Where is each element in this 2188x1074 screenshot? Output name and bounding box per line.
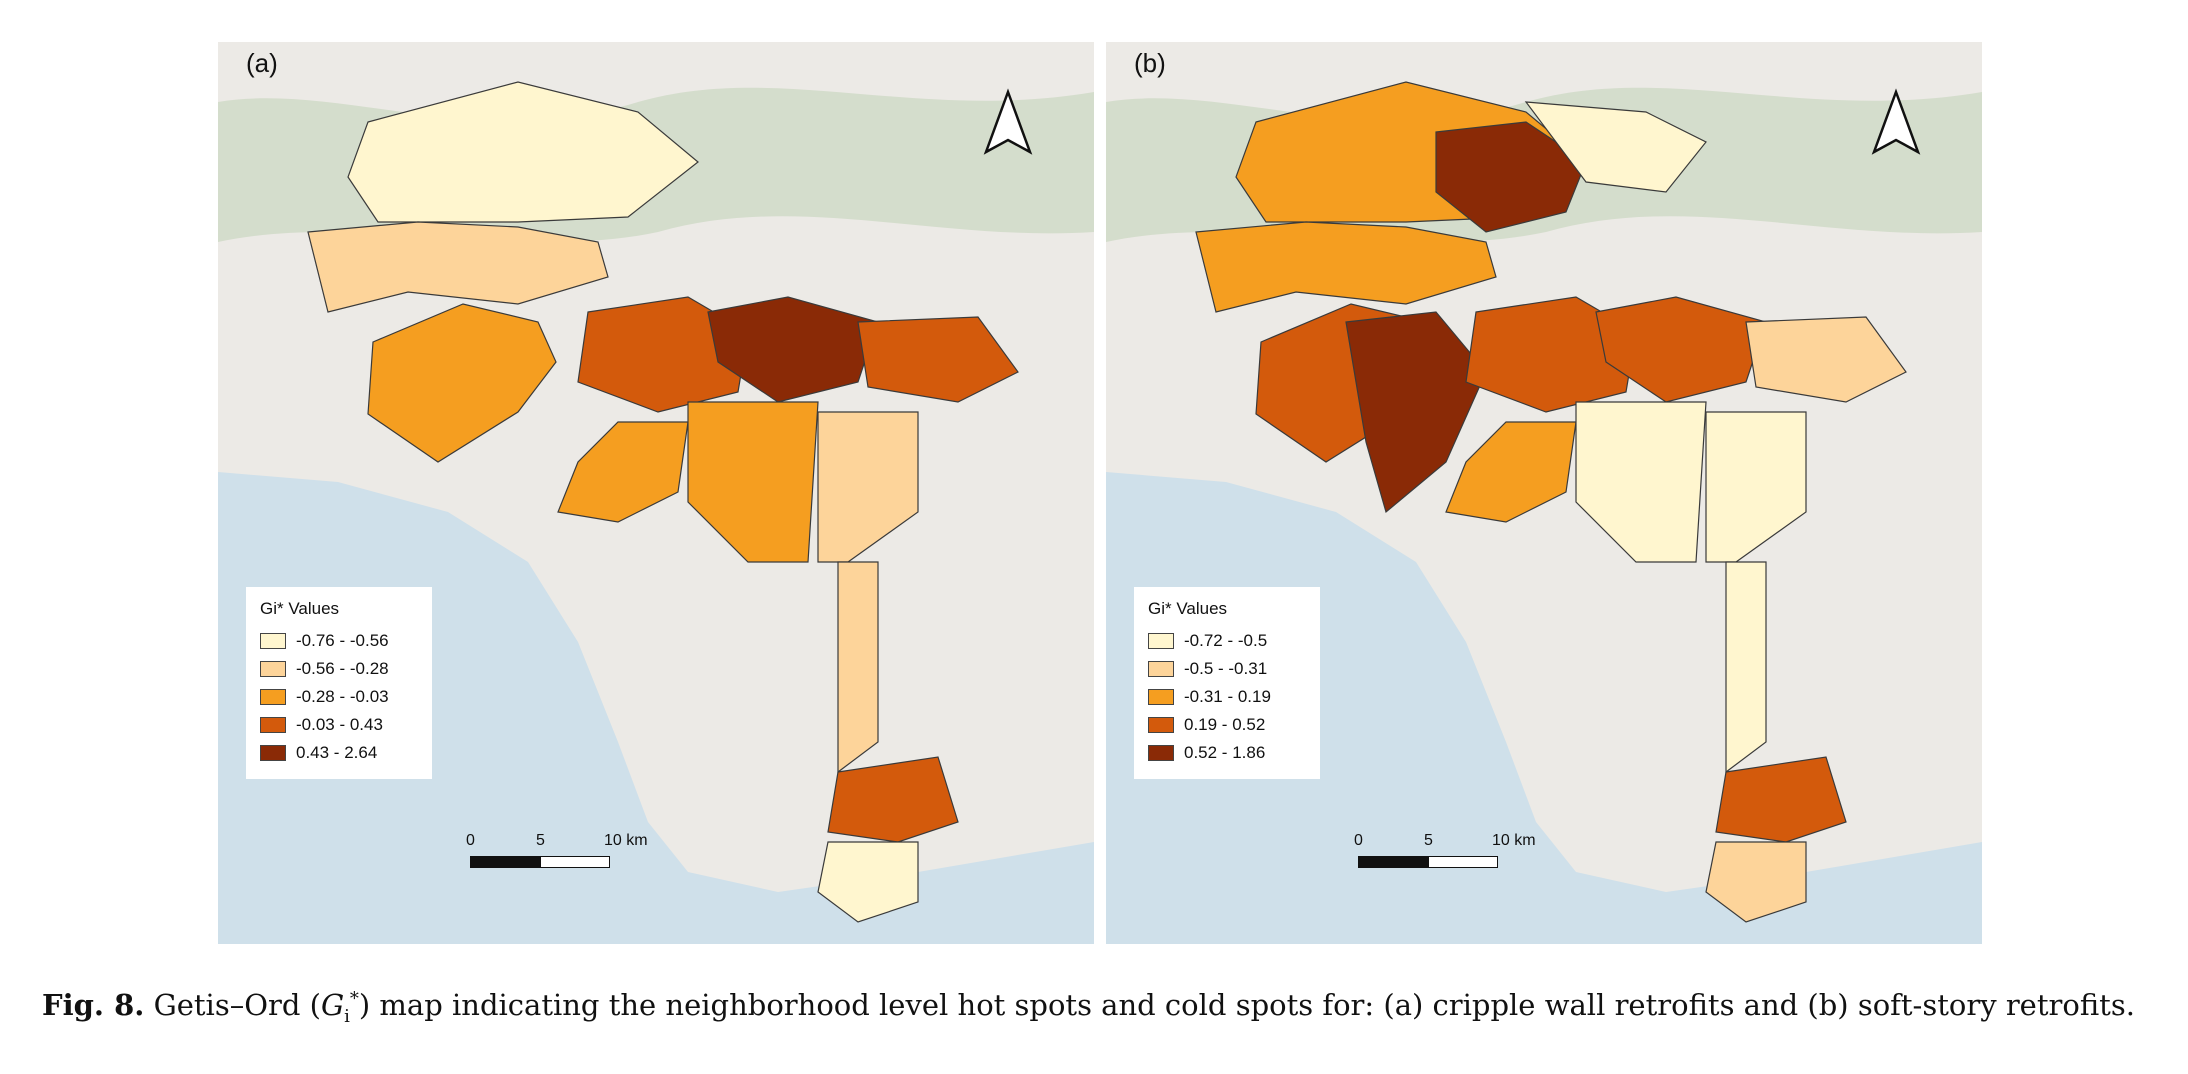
basemap-ocean — [1106, 472, 1982, 944]
region-southeast — [1705, 411, 1807, 563]
legend-swatch — [260, 717, 286, 733]
legend-item: 0.19 - 0.52 — [1148, 711, 1306, 739]
legend-item: 0.43 - 2.64 — [260, 739, 418, 767]
region-downtown — [707, 296, 879, 403]
caption-text-before: Getis–Ord ( — [153, 988, 321, 1022]
legend-a: Gi* Values -0.76 - -0.56 -0.56 - -0.28 -… — [246, 587, 432, 779]
region-north-east — [1524, 101, 1707, 193]
legend-label: -0.5 - -0.31 — [1184, 659, 1268, 678]
region-wilmington — [1715, 756, 1847, 843]
legend-label: -0.56 - -0.28 — [296, 659, 389, 678]
legend-swatch — [1148, 633, 1174, 649]
legend-item: -0.56 - -0.28 — [260, 655, 418, 683]
legend-label: 0.52 - 1.86 — [1184, 743, 1266, 762]
region-central-west — [1465, 296, 1637, 413]
region-valley-south — [1195, 221, 1497, 313]
legend-swatch — [260, 689, 286, 705]
scale-segment-black — [470, 856, 540, 868]
figure-caption: Fig. 8. Getis–Ord (Gi*) map indicating t… — [42, 988, 2162, 1027]
map-panel-a: (a) Gi* Values -0.76 - -0.56 -0.56 - -0.… — [218, 42, 1094, 944]
region-downtown — [1595, 296, 1767, 403]
panel-label-a: (a) — [246, 48, 278, 78]
legend-swatch — [1148, 661, 1174, 677]
legend-label: 0.19 - 0.52 — [1184, 715, 1266, 734]
panel-label-b: (b) — [1134, 48, 1166, 78]
map-a-canvas — [218, 42, 1094, 944]
map-b-canvas — [1106, 42, 1982, 944]
region-west-central — [1345, 311, 1487, 514]
scale-tick: 5 — [1424, 832, 1433, 849]
region-southeast — [817, 411, 919, 563]
scale-tick: 0 — [466, 832, 475, 849]
scale-tick: 10 km — [1492, 832, 1536, 849]
caption-text-after: ) map indicating the neighborhood level … — [358, 988, 2135, 1022]
region-harbor-gateway — [1725, 561, 1767, 774]
legend-item: -0.28 - -0.03 — [260, 683, 418, 711]
legend-label: -0.28 - -0.03 — [296, 687, 389, 706]
scale-segment-white — [1428, 856, 1498, 868]
north-arrow-icon — [1871, 88, 1921, 155]
region-north-valley — [347, 81, 699, 223]
legend-swatch — [1148, 717, 1174, 733]
basemap-ocean — [218, 472, 1094, 944]
legend-title: Gi* Values — [1148, 599, 1228, 618]
region-valley-core — [1435, 121, 1587, 233]
legend-label: -0.31 - 0.19 — [1184, 687, 1271, 706]
legend-item: -0.72 - -0.5 — [1148, 627, 1306, 655]
caption-symbol-sub: i — [344, 1005, 350, 1027]
region-central-west — [577, 296, 749, 413]
scale-tick: 5 — [536, 832, 545, 849]
legend-label: 0.43 - 2.64 — [296, 743, 378, 762]
figure: (a) Gi* Values -0.76 - -0.56 -0.56 - -0.… — [218, 42, 1982, 944]
region-wilmington — [827, 756, 959, 843]
caption-figure-label: Fig. 8. — [42, 988, 145, 1022]
legend-label: -0.76 - -0.56 — [296, 631, 389, 650]
legend-title: Gi* Values — [260, 599, 340, 618]
region-eastside — [1745, 316, 1907, 403]
legend-label: -0.03 - 0.43 — [296, 715, 383, 734]
region-westside — [367, 303, 557, 463]
region-san-pedro — [817, 841, 919, 923]
caption-symbol: G — [320, 988, 345, 1022]
neighborhood-polygons-a — [307, 81, 1019, 923]
region-san-pedro — [1705, 841, 1807, 923]
scale-tick: 10 km — [604, 832, 648, 849]
region-south-la — [1575, 401, 1707, 563]
legend-item: -0.5 - -0.31 — [1148, 655, 1306, 683]
legend-item: 0.52 - 1.86 — [1148, 739, 1306, 767]
legend-swatch — [260, 745, 286, 761]
legend-swatch — [1148, 745, 1174, 761]
scale-segment-black — [1358, 856, 1428, 868]
legend-item: -0.03 - 0.43 — [260, 711, 418, 739]
map-panel-b: (b) Gi* Values -0.72 - -0.5 -0.5 - -0.31… — [1106, 42, 1982, 944]
scale-tick: 0 — [1354, 832, 1363, 849]
scale-bar-b: 0 5 10 km — [1354, 832, 1536, 872]
legend-b: Gi* Values -0.72 - -0.5 -0.5 - -0.31 -0.… — [1134, 587, 1320, 779]
region-south-la — [687, 401, 819, 563]
region-harbor-gateway — [837, 561, 879, 774]
region-valley-south — [307, 221, 609, 313]
legend-item: -0.76 - -0.56 — [260, 627, 418, 655]
legend-item: -0.31 - 0.19 — [1148, 683, 1306, 711]
legend-swatch — [260, 661, 286, 677]
north-arrow-icon — [983, 88, 1033, 155]
legend-swatch — [260, 633, 286, 649]
caption-symbol-sup: * — [349, 988, 359, 1010]
legend-swatch — [1148, 689, 1174, 705]
scale-bar-a: 0 5 10 km — [466, 832, 648, 872]
scale-segment-white — [540, 856, 610, 868]
neighborhood-polygons-b — [1195, 81, 1907, 923]
legend-label: -0.72 - -0.5 — [1184, 631, 1268, 650]
region-eastside — [857, 316, 1019, 403]
